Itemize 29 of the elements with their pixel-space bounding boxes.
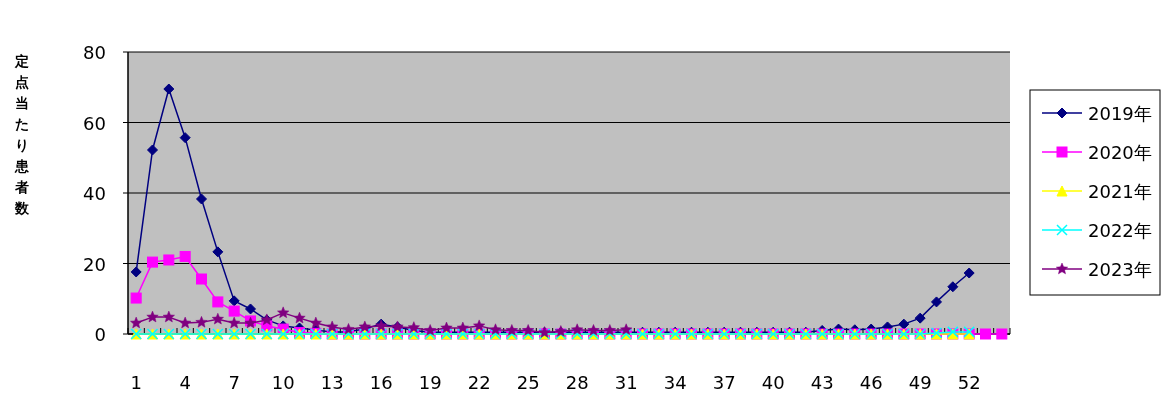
y-tick-label: 20 bbox=[83, 253, 106, 275]
x-tick-label: 19 bbox=[418, 372, 442, 393]
y-tick-label: 80 bbox=[83, 42, 106, 63]
x-tick-label: 4 bbox=[179, 372, 191, 393]
x-tick-label: 49 bbox=[908, 372, 932, 393]
legend-label: 2023年 bbox=[1088, 259, 1152, 280]
legend-label: 2021年 bbox=[1088, 181, 1152, 202]
legend-label: 2020年 bbox=[1088, 142, 1152, 163]
x-tick-label: 43 bbox=[810, 372, 834, 393]
x-tick-label: 40 bbox=[761, 372, 785, 393]
y-tick-label: 60 bbox=[83, 112, 106, 134]
x-tick-label: 46 bbox=[859, 372, 883, 393]
y-axis-title: 定点当たり患者数 bbox=[14, 53, 30, 216]
x-tick-label: 1 bbox=[130, 372, 142, 393]
legend-label: 2022年 bbox=[1088, 220, 1152, 241]
x-tick-label: 10 bbox=[271, 372, 295, 393]
x-tick-label: 37 bbox=[712, 372, 736, 393]
x-tick-label: 34 bbox=[663, 372, 687, 393]
legend-label: 2019年 bbox=[1088, 103, 1152, 124]
x-tick-label: 25 bbox=[516, 372, 540, 393]
x-tick-label: 22 bbox=[467, 372, 491, 393]
x-tick-label: 52 bbox=[957, 372, 981, 393]
x-tick-label: 7 bbox=[228, 372, 240, 393]
x-tick-label: 13 bbox=[320, 372, 344, 393]
y-tick-label: 0 bbox=[94, 324, 106, 345]
x-tick-label: 28 bbox=[565, 372, 589, 393]
y-tick-label: 40 bbox=[83, 183, 106, 204]
x-tick-label: 31 bbox=[614, 372, 638, 393]
x-tick-label: 16 bbox=[369, 372, 393, 393]
